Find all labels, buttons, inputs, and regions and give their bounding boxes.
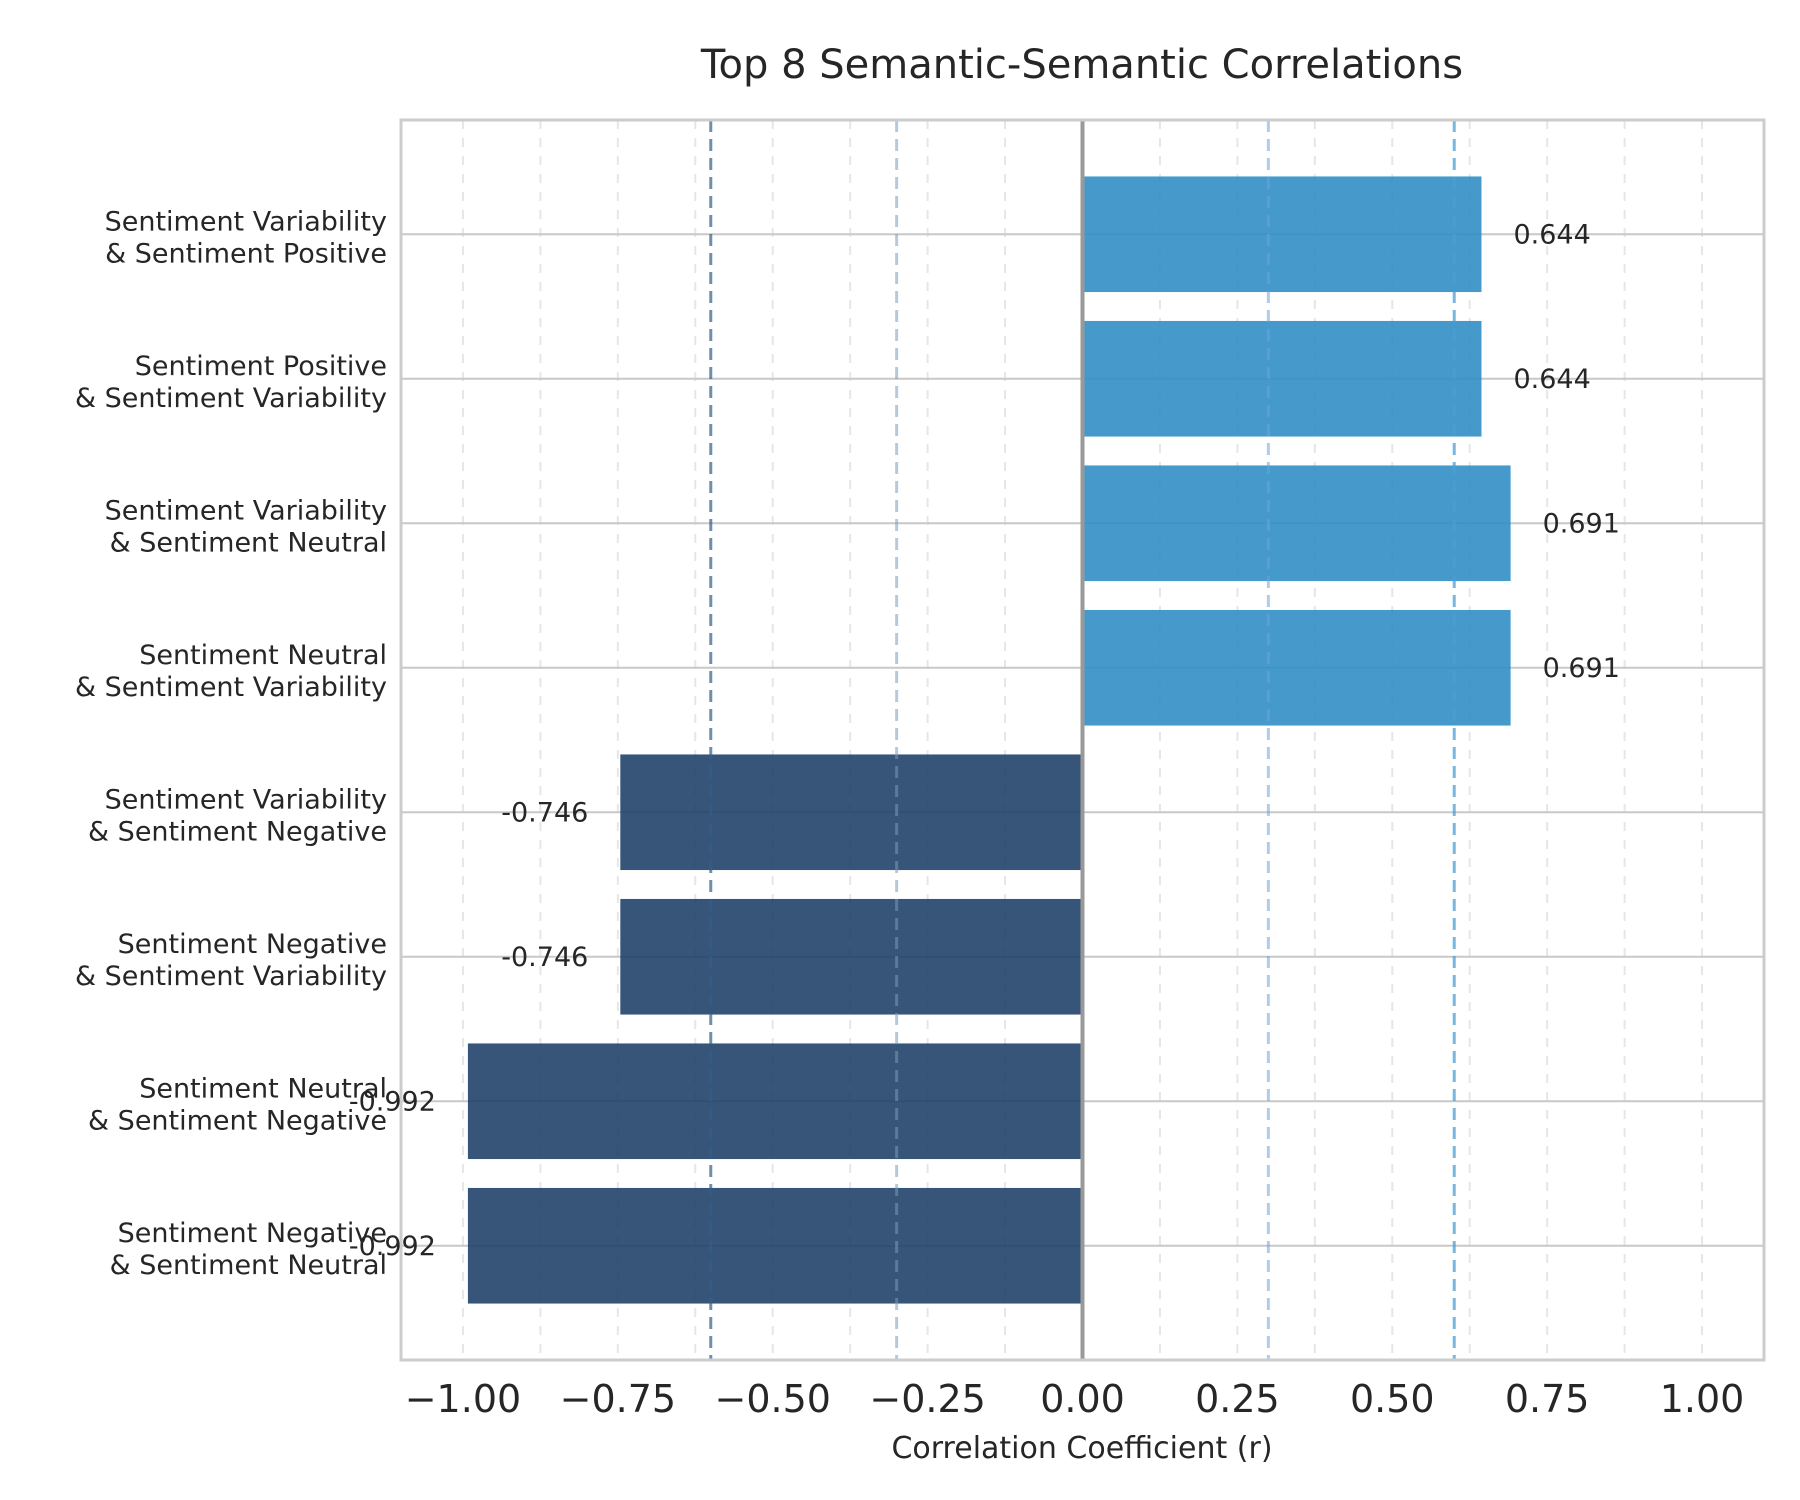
y-tick-label-line: & Sentiment Variability — [75, 672, 387, 703]
bar — [467, 1187, 1083, 1304]
y-tick-label: Sentiment Variability & Sentiment Positiv… — [105, 206, 387, 269]
bar — [620, 898, 1083, 1015]
value-label: -0.992 — [349, 1231, 436, 1262]
x-tick-label: −0.75 — [560, 1377, 676, 1421]
x-tick-label: 0.00 — [1040, 1377, 1125, 1421]
y-tick-label-line: Sentiment Negative — [118, 1218, 387, 1249]
y-tick-label-line: & Sentiment Variability — [75, 961, 387, 992]
y-tick-label-line: & Sentiment Neutral — [110, 527, 387, 558]
x-tick-label: 0.25 — [1195, 1377, 1280, 1421]
value-label: -0.992 — [349, 1086, 436, 1117]
y-tick-label-line: Sentiment Variability — [105, 495, 387, 526]
value-label: -0.746 — [501, 797, 588, 828]
y-tick-label-line: & Sentiment Negative — [88, 816, 387, 847]
y-tick-label: Sentiment Variability & Sentiment Negativ… — [88, 784, 387, 847]
y-tick-label-line: Sentiment Positive — [135, 351, 387, 382]
plot-frame — [399, 118, 1766, 1362]
bar — [467, 1043, 1083, 1160]
y-tick-label-line: Sentiment Neutral — [139, 640, 387, 671]
value-label: 0.691 — [1543, 653, 1620, 684]
chart-title: Top 8 Semantic-Semantic Correlations — [700, 42, 1463, 88]
bar — [1082, 465, 1511, 582]
y-tick-label: Sentiment Neutral & Sentiment Negative — [88, 1073, 387, 1136]
y-tick-label-line: Sentiment Negative — [118, 929, 387, 960]
y-tick-label-line: Sentiment Neutral — [139, 1073, 387, 1104]
y-tick-label-line: & Sentiment Variability — [75, 383, 387, 414]
value-label: -0.746 — [501, 942, 588, 973]
x-tick-label: −1.00 — [405, 1377, 521, 1421]
y-tick-label-line: Sentiment Variability — [105, 784, 387, 815]
x-tick-label: −0.25 — [869, 1377, 985, 1421]
bar — [620, 754, 1083, 871]
value-label: 0.691 — [1543, 508, 1620, 539]
value-label: 0.644 — [1513, 219, 1590, 250]
y-tick-label-line: & Sentiment Negative — [88, 1105, 387, 1136]
x-axis-label: Correlation Coefficient (r) — [891, 1431, 1272, 1466]
value-label: 0.644 — [1513, 364, 1590, 395]
y-tick-label: Sentiment Negative & Sentiment Neutral — [110, 1218, 387, 1281]
y-tick-label: Sentiment Neutral & Sentiment Variability — [75, 640, 387, 703]
y-tick-label-line: & Sentiment Neutral — [110, 1250, 387, 1281]
bar — [1082, 609, 1511, 726]
y-tick-label: Sentiment Negative & Sentiment Variabilit… — [75, 929, 387, 992]
bar — [1082, 320, 1482, 437]
y-tick-label: Sentiment Positive & Sentiment Variabilit… — [75, 351, 387, 414]
bar — [1082, 176, 1482, 293]
x-tick-label: 0.50 — [1350, 1377, 1435, 1421]
y-tick-label-line: Sentiment Variability — [105, 206, 387, 237]
x-tick-label: −0.50 — [715, 1377, 831, 1421]
y-tick-label: Sentiment Variability & Sentiment Neutral — [105, 495, 387, 558]
x-tick-label: 0.75 — [1505, 1377, 1590, 1421]
x-tick-label: 1.00 — [1660, 1377, 1745, 1421]
y-tick-label-line: & Sentiment Positive — [105, 238, 387, 269]
